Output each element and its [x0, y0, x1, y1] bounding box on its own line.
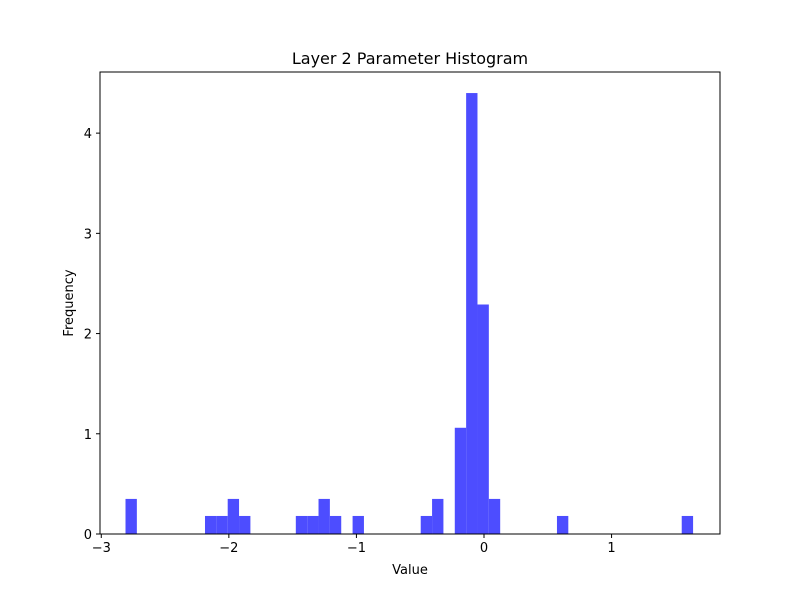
histogram-bar-9 — [352, 515, 364, 534]
y-tick-label-0: 0 — [84, 528, 92, 543]
histogram-bar-0 — [125, 498, 137, 534]
histogram-bar-1 — [204, 515, 217, 534]
histogram-bar-8 — [329, 515, 342, 534]
histogram-bar-2 — [216, 515, 228, 534]
x-tick-label-0: −3 — [92, 541, 111, 556]
y-tick-label-3: 3 — [84, 227, 92, 242]
y-axis-ticks: 0 1 2 3 4 — [84, 127, 100, 543]
histogram-bar-16 — [556, 515, 569, 534]
histogram-bar-7 — [318, 498, 330, 534]
bars-group — [125, 93, 694, 535]
histogram-bar-4 — [239, 515, 251, 534]
histogram-bar-5 — [295, 515, 308, 534]
y-tick-label-2: 2 — [84, 328, 92, 343]
x-tick-label-3: 0 — [480, 541, 488, 556]
x-tick-label-1: −2 — [219, 541, 238, 556]
histogram-bar-12 — [454, 427, 467, 534]
y-tick-label-4: 4 — [84, 127, 92, 142]
plot-frame — [99, 71, 721, 535]
histogram-bar-10 — [420, 515, 433, 534]
histogram-bar-14 — [477, 304, 489, 534]
histogram-bar-17 — [681, 515, 694, 534]
x-tick-label-2: −1 — [347, 541, 366, 556]
histogram-bar-3 — [227, 498, 240, 534]
x-tick-label-4: 1 — [607, 541, 615, 556]
histogram-bar-6 — [307, 515, 319, 534]
x-axis-label: Value — [392, 563, 428, 578]
histogram-bar-11 — [432, 498, 444, 534]
histogram-bar-13 — [466, 93, 478, 535]
chart-title: Layer 2 Parameter Histogram — [292, 49, 528, 68]
y-tick-label-1: 1 — [84, 428, 92, 443]
x-axis-ticks: −3 −2 −1 0 1 — [92, 534, 616, 556]
y-axis-label: Frequency — [62, 269, 77, 336]
histogram-bar-15 — [488, 498, 501, 534]
